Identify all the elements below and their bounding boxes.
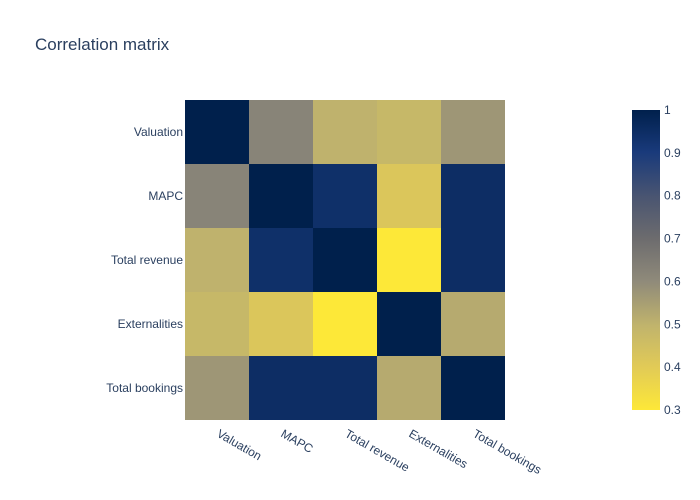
heatmap-cell bbox=[441, 356, 505, 420]
x-tick-label: Total revenue bbox=[343, 426, 413, 474]
x-tick-label: Externalities bbox=[407, 426, 471, 471]
heatmap-cell bbox=[185, 292, 249, 356]
colorbar-tick-label: 0.5 bbox=[664, 317, 681, 331]
heatmap-cell bbox=[249, 292, 313, 356]
heatmap-cell bbox=[377, 292, 441, 356]
colorbar bbox=[632, 110, 660, 410]
heatmap-cell bbox=[249, 100, 313, 164]
heatmap-cell bbox=[249, 228, 313, 292]
y-tick-label: Externalities bbox=[118, 317, 183, 331]
heatmap-cell bbox=[313, 292, 377, 356]
x-tick-label: Total bookings bbox=[471, 426, 544, 476]
colorbar-tick-labels: 0.3 0.4 0.5 0.6 0.7 0.8 0.9 1 bbox=[664, 103, 681, 417]
y-tick-label: Valuation bbox=[134, 125, 183, 139]
heatmap-cell bbox=[313, 356, 377, 420]
colorbar-tick-label: 0.4 bbox=[664, 360, 681, 374]
heatmap-cell bbox=[377, 100, 441, 164]
heatmap-cell bbox=[377, 356, 441, 420]
colorbar-tick-label: 0.3 bbox=[664, 403, 681, 417]
x-tick-label: Valuation bbox=[215, 426, 265, 463]
heatmap-cell bbox=[185, 100, 249, 164]
heatmap-cell bbox=[441, 100, 505, 164]
y-tick-label: MAPC bbox=[148, 189, 183, 203]
heatmap-cell bbox=[185, 356, 249, 420]
heatmap-cell bbox=[441, 228, 505, 292]
y-axis-tick-labels: Valuation MAPC Total revenue Externalities T… bbox=[106, 125, 183, 395]
heatmap-cell bbox=[441, 292, 505, 356]
y-tick-label: Total bookings bbox=[106, 381, 183, 395]
heatmap-cell bbox=[249, 356, 313, 420]
heatmap-cell bbox=[249, 164, 313, 228]
colorbar-tick-label: 0.6 bbox=[664, 274, 681, 288]
heatmap-cell bbox=[377, 164, 441, 228]
y-tick-label: Total revenue bbox=[111, 253, 183, 267]
colorbar-tick-label: 0.8 bbox=[664, 189, 681, 203]
heatmap-cell bbox=[313, 164, 377, 228]
chart-title: Correlation matrix bbox=[35, 35, 170, 54]
colorbar-tick-label: 0.7 bbox=[664, 232, 681, 246]
colorbar-tick-label: 0.9 bbox=[664, 146, 681, 160]
heatmap-cell bbox=[313, 228, 377, 292]
heatmap-cells bbox=[185, 100, 505, 420]
x-tick-label: MAPC bbox=[279, 426, 316, 456]
heatmap-cell bbox=[185, 164, 249, 228]
heatmap-cell bbox=[313, 100, 377, 164]
heatmap-cell bbox=[185, 228, 249, 292]
colorbar-tick-label: 1 bbox=[664, 103, 671, 117]
heatmap-cell bbox=[441, 164, 505, 228]
heatmap-cell bbox=[377, 228, 441, 292]
